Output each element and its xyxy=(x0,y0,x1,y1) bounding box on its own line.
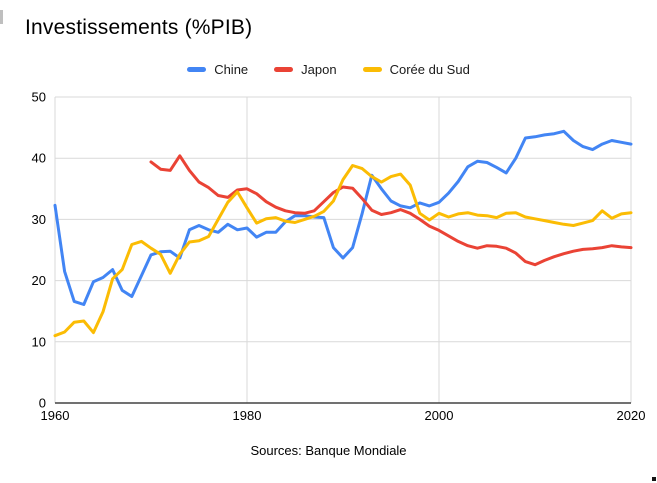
y-tick-label-40: 40 xyxy=(32,151,46,166)
legend-item-japon: Japon xyxy=(274,61,337,77)
legend-item-chine: Chine xyxy=(187,62,248,77)
screenshot-edge-artifact xyxy=(0,10,3,24)
x-tick-label-1980: 1980 xyxy=(233,408,262,423)
y-tick-label-50: 50 xyxy=(32,90,46,105)
series-line-japon xyxy=(149,154,633,267)
screenshot-corner-artifact xyxy=(652,477,656,481)
legend: Chine Japon Corée du Sud xyxy=(0,60,657,78)
x-tick-label-2020: 2020 xyxy=(617,408,646,423)
legend-label: Japon xyxy=(301,61,337,77)
x-tick-label-1960: 1960 xyxy=(41,408,70,423)
legend-item-cor-e-du-sud: Corée du Sud xyxy=(362,61,470,77)
y-tick-label-20: 20 xyxy=(32,273,46,288)
chart-title: Investissements (%PIB) xyxy=(25,16,253,39)
legend-label: Corée du Sud xyxy=(389,61,470,77)
series-line-chine xyxy=(53,129,633,306)
y-tick-label-10: 10 xyxy=(32,334,46,349)
y-tick-label-30: 30 xyxy=(32,212,46,227)
y-tick-label-0: 0 xyxy=(39,396,46,411)
legend-dash-icon xyxy=(187,66,207,72)
x-tick-label-2000: 2000 xyxy=(425,408,454,423)
legend-dash-icon xyxy=(274,66,294,72)
legend-dash-icon xyxy=(362,66,382,72)
legend-label: Chine xyxy=(214,61,249,77)
source-note: Sources: Banque Mondiale xyxy=(250,443,407,458)
series-line-cor-e-du-sud xyxy=(53,164,633,338)
